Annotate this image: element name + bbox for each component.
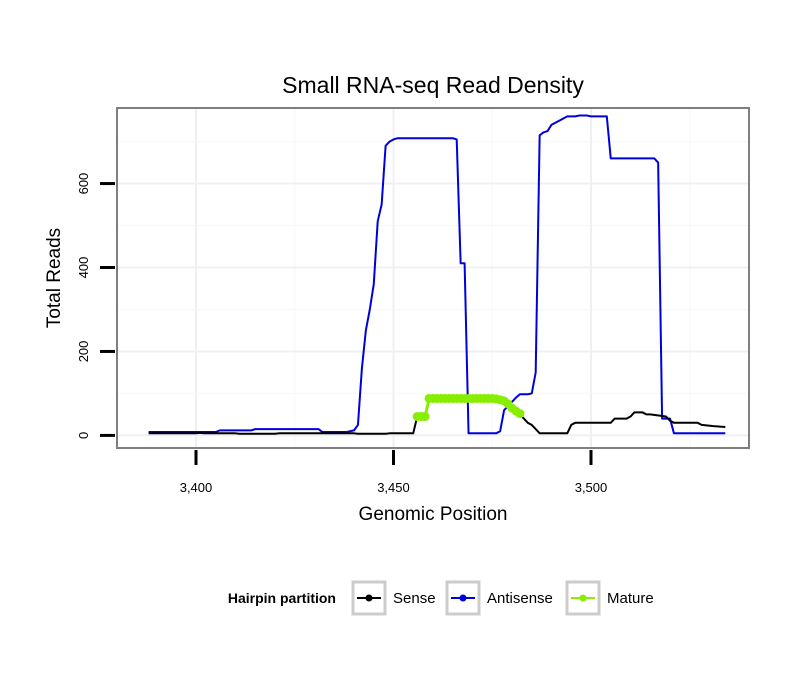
x-tick-label: 3,450 [377,480,410,495]
legend: Hairpin partition Sense Antisense Mature [228,580,654,616]
legend-title: Hairpin partition [228,590,336,606]
mature-point [420,412,430,422]
antisense-series-line [148,114,726,435]
y-axis: 0 200 400 600 [76,173,115,439]
x-tick-label: 3,500 [575,480,608,495]
legend-label-sense: Sense [393,590,436,607]
y-tick-label: 200 [76,341,91,363]
x-axis-title: Genomic Position [359,504,508,525]
legend-label-antisense: Antisense [487,590,553,607]
x-tick-label: 3,400 [180,480,213,495]
legend-key-point-antisense [459,594,467,602]
y-tick-label: 600 [76,173,91,195]
legend-key-point-sense [365,594,373,602]
legend-label-mature: Mature [607,590,654,607]
chart-title: Small RNA-seq Read Density [282,72,584,98]
legend-key-point-mature [579,594,587,602]
x-axis: 3,400 3,450 3,500 [180,450,608,495]
plot-border [116,107,750,449]
mature-point [515,409,525,419]
gridlines [117,108,749,448]
sense-series-line [148,396,726,435]
y-tick-label: 400 [76,257,91,279]
plot-panel [117,108,749,448]
y-axis-title: Total Reads [44,228,65,328]
y-tick-label: 0 [76,432,91,439]
series-layer [148,114,726,435]
